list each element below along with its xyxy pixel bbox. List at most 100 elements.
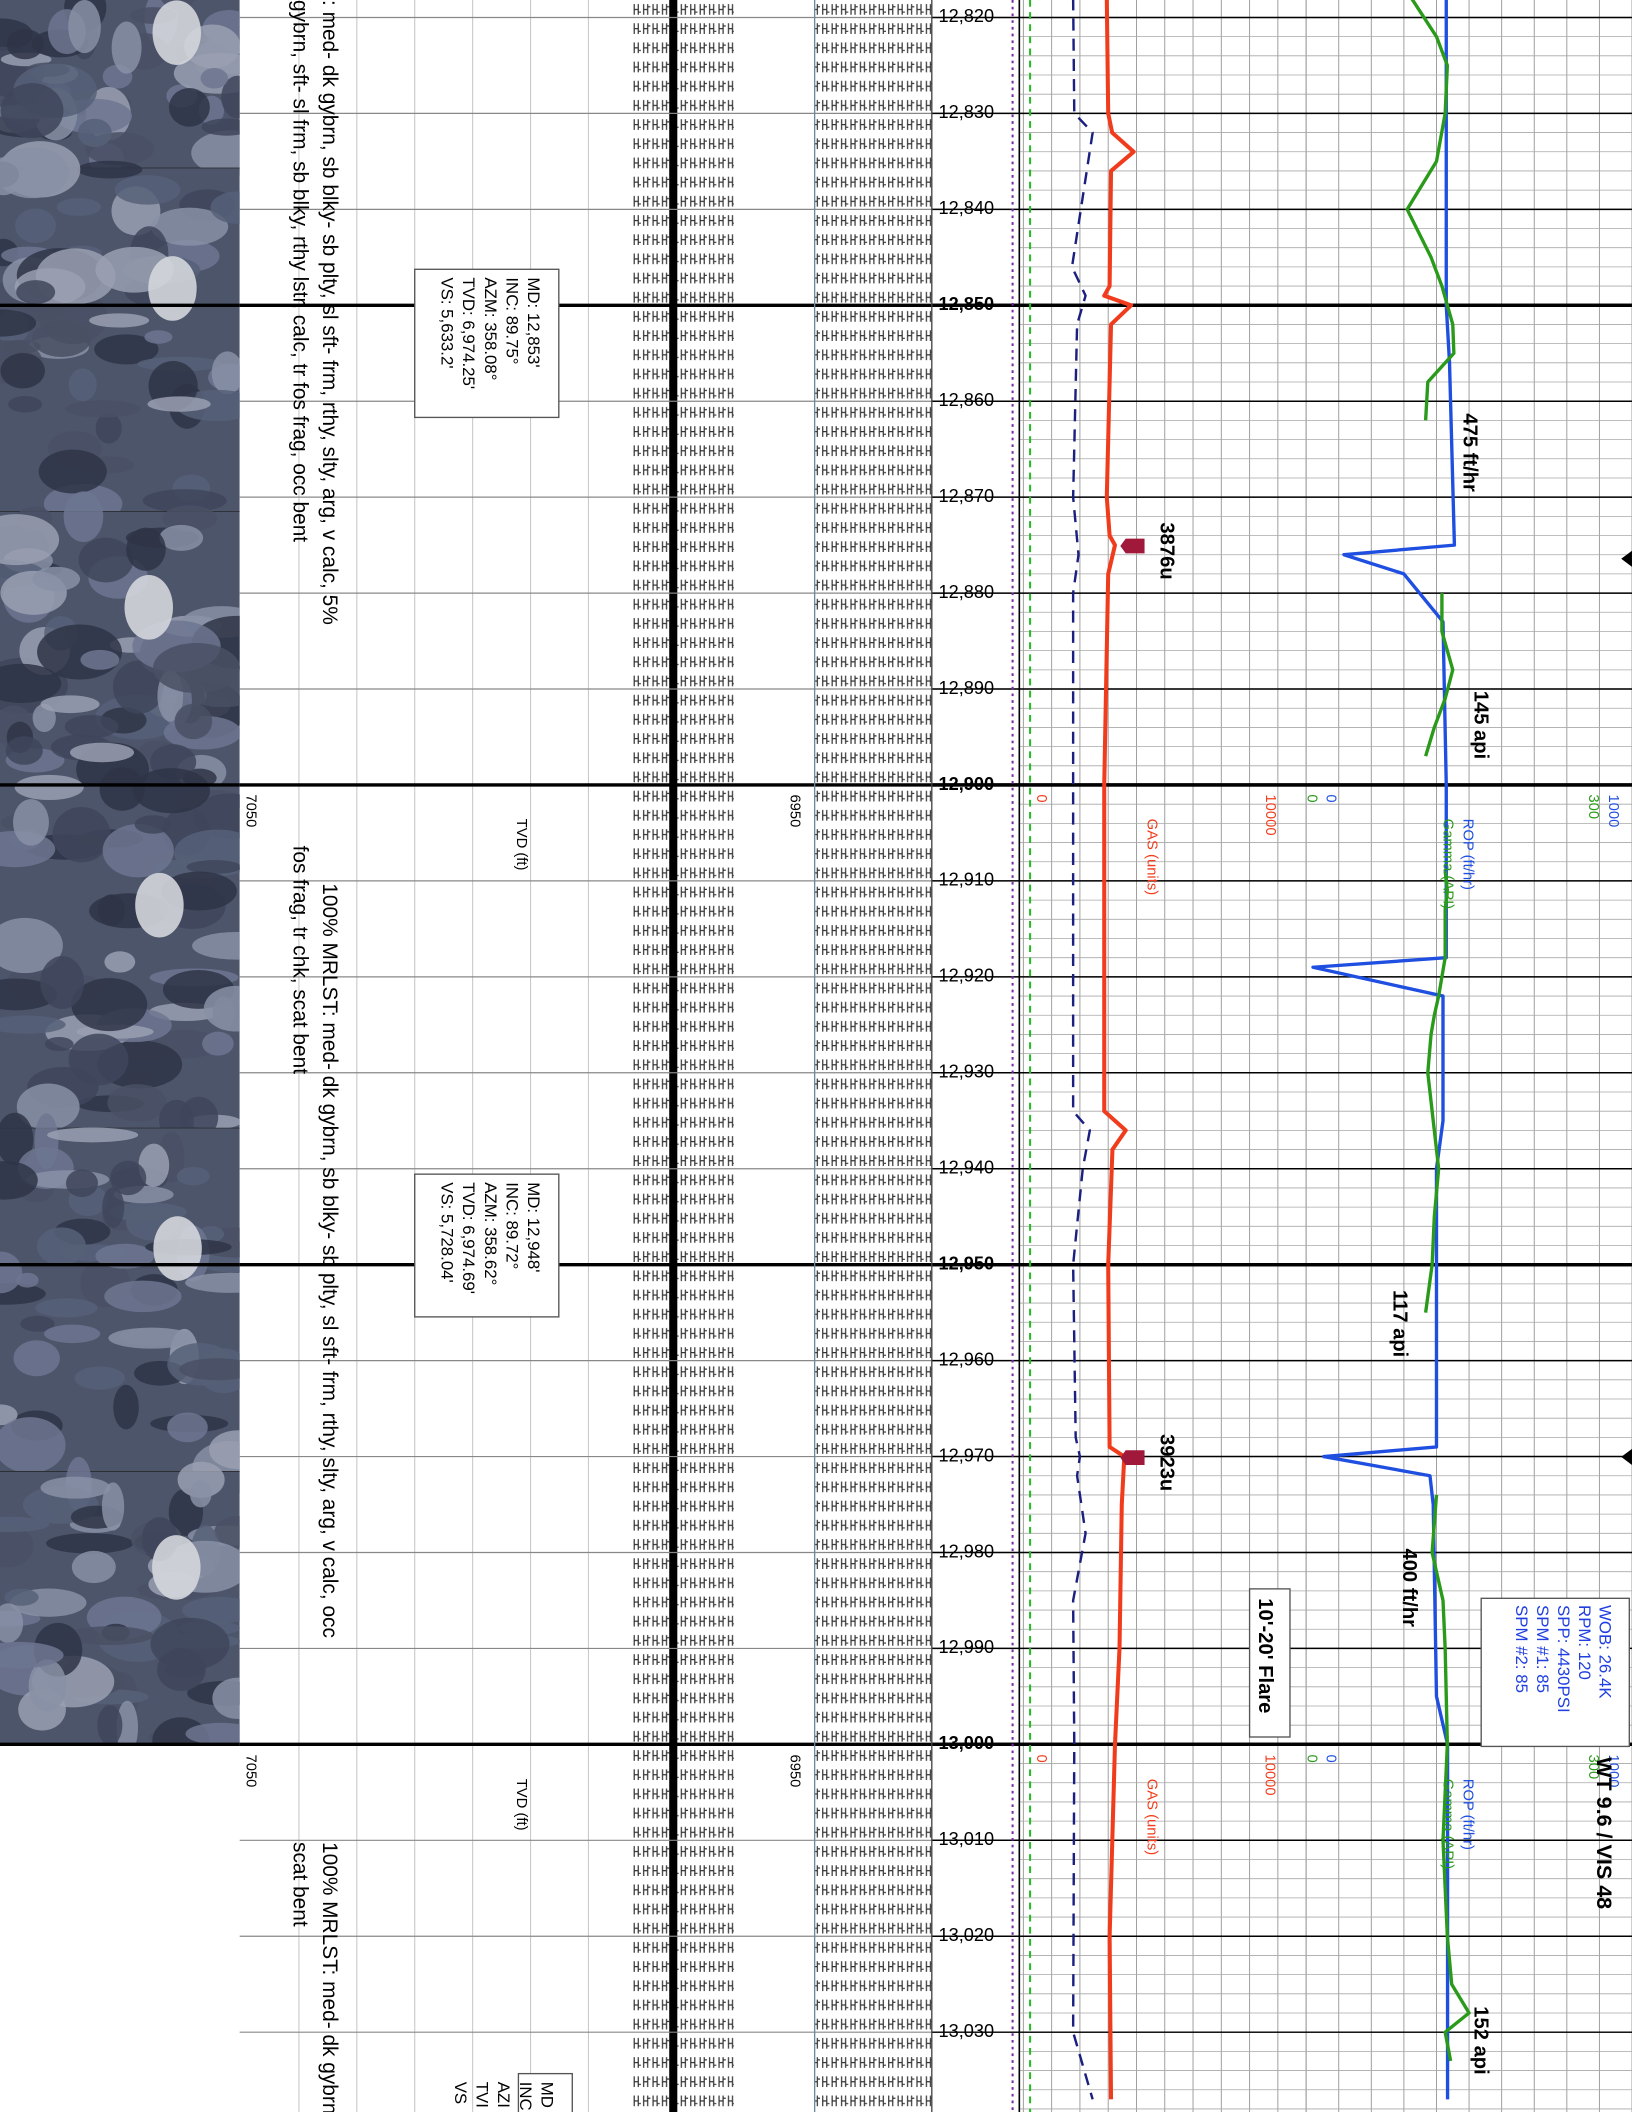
rock [13,1340,60,1377]
survey-text: AZI [494,2082,513,2108]
rock [209,1430,240,1470]
rock [102,824,174,878]
rock [32,703,56,733]
drilling-parameter: RPM: 120 [1575,1605,1594,1680]
rock [189,1480,212,1508]
scale-label: 6950 [786,794,802,827]
rock [46,1533,134,1554]
lithology-description: : med- dk gybrn, sb blky- sb plty, sl sf… [318,0,341,625]
rock [0,157,23,196]
rock [95,1243,155,1269]
depth-label: 13,030 [939,2021,995,2041]
rock [112,660,165,714]
scale-label: 0 [1303,794,1319,802]
rock [0,1404,18,1426]
curve [1102,0,1136,2100]
scale-label: 0 [1033,794,1049,802]
rock [176,1166,210,1186]
survey-text: TVI [473,2082,492,2108]
rock [71,1550,116,1584]
rock [124,575,173,640]
curve [1311,0,1457,2100]
annotation: 152 api [1469,2006,1491,2074]
rock [113,1384,139,1430]
rock [28,1659,67,1712]
scale-label: 1000 [1605,794,1621,827]
lithology-pattern [814,0,932,2112]
depth-label: 12,880 [939,582,995,602]
scale-label: 7050 [242,1755,258,1788]
rock [0,1251,23,1294]
rock [16,1083,80,1131]
rock [0,1603,24,1643]
depth-label: 12,960 [939,1349,995,1369]
survey-text: VS: 5,633.2' [438,277,457,368]
rock [192,931,240,960]
lithology-description: 100% MRLST: med- dk gybrn [318,1842,341,2112]
depth-label: 12,980 [939,1541,995,1561]
depth-label: 12,850 [939,294,995,314]
rock [65,400,141,418]
rock [40,956,85,1009]
rock [0,663,62,704]
rock [162,505,217,532]
depth-label: 12,870 [939,486,995,506]
rock [111,21,142,74]
rock [63,491,104,543]
rock [47,1127,139,1143]
drilling-parameter: SPP: 4430PSI [1554,1605,1573,1713]
rock [201,118,240,136]
annotation: 475 ft/hr [1459,413,1481,492]
rock [68,368,97,402]
survey-box [414,1173,560,1318]
rock [95,412,122,444]
edge-marker [1621,1448,1632,1466]
annotation: WT 9.6 / VIS 48 [1592,1757,1616,1909]
rock [5,736,43,765]
depth-label: 12,820 [939,6,995,26]
rock [182,1597,240,1624]
rock [32,320,91,357]
survey-text: INC: 89.72° [502,1182,521,1269]
rock [108,1327,195,1349]
rock [107,1084,167,1122]
rock [35,1298,98,1318]
rock [186,860,240,874]
scale-label: 300 [1585,794,1601,819]
rock [110,1160,147,1196]
scale-label: 10000 [1262,1755,1278,1796]
survey-box [517,2072,573,2112]
curve [1405,0,1471,2062]
rock [38,449,107,494]
survey-text: MD [537,2082,556,2108]
depth-label: 12,950 [939,1253,995,1273]
rock [200,67,229,89]
rock [147,396,211,412]
edge-marker [1621,550,1632,567]
track-name: Gamma (API) [1439,1779,1455,1870]
survey-text: MD: 12,853' [524,277,543,367]
depth-label: 12,840 [939,198,995,218]
survey-text: TVD: 6,974.25' [459,277,478,389]
rock [135,872,184,938]
depth-label: 13,010 [939,1829,995,1849]
rock [177,1461,225,1498]
rock [159,524,204,551]
scale-label: 0 [1322,1755,1338,1763]
rock [0,1417,66,1474]
annotation: 400 ft/hr [1398,1548,1420,1627]
track-name: Gamma (API) [1439,819,1455,910]
rock [102,1187,125,1228]
survey-text: INC [516,2082,535,2111]
rock [153,1216,202,1281]
rock [65,1169,99,1197]
rock [0,1524,34,1568]
rock [99,767,145,811]
depth-label: 12,920 [939,966,995,986]
depth-label: 12,860 [939,390,995,410]
rock [74,1366,125,1390]
rock [78,537,134,583]
rock [0,309,37,337]
rock [104,1280,182,1313]
